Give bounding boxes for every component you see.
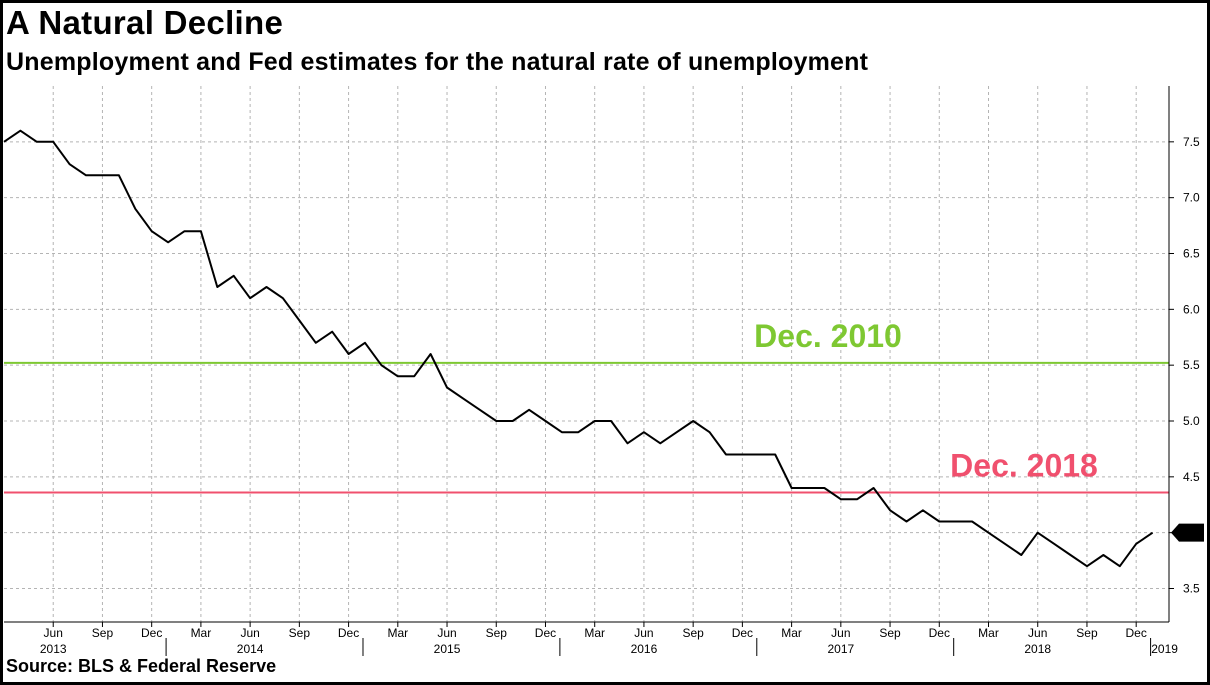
x-tick-label: Mar — [781, 626, 802, 640]
reference-line-label: Dec. 2010 — [754, 318, 902, 354]
x-year-label: 2016 — [631, 642, 658, 656]
reference-lines: Dec. 2010 Dec. 2018 — [4, 318, 1169, 494]
unemployment-line — [3, 129, 1154, 568]
series-layer — [3, 129, 1154, 568]
x-tick-label: Jun — [831, 626, 850, 640]
x-tick-label: Jun — [44, 626, 63, 640]
y-tick-label: 4.5 — [1183, 470, 1200, 484]
x-axis: Jun Sep Dec Mar Jun Sep Dec Mar Jun Sep Dec Mar Jun S… — [4, 621, 1178, 656]
x-tick-label: Dec — [929, 626, 950, 640]
x-year-label: 2019 — [1151, 642, 1178, 656]
y-tick-label: 7.0 — [1183, 191, 1200, 205]
x-tick-label: Mar — [978, 626, 999, 640]
x-year-label: 2014 — [237, 642, 264, 656]
last-value-badge — [1171, 523, 1204, 542]
y-axis: 3.54.04.55.05.56.06.57.07.54.0 — [1168, 86, 1204, 622]
x-tick-label: Sep — [486, 626, 508, 640]
x-tick-label: Dec — [535, 626, 556, 640]
source-note: Source: BLS & Federal Reserve — [6, 656, 277, 676]
x-tick-label: Dec — [141, 626, 162, 640]
x-year-label: 2018 — [1024, 642, 1051, 656]
x-tick-label: Jun — [437, 626, 456, 640]
x-tick-label: Mar — [584, 626, 605, 640]
x-tick-label: Dec — [1126, 626, 1147, 640]
x-year-label: 2015 — [434, 642, 461, 656]
y-tick-label: 7.5 — [1183, 135, 1200, 149]
x-tick-label: Sep — [92, 626, 114, 640]
x-tick-label: Mar — [191, 626, 212, 640]
x-tick-label: Jun — [1028, 626, 1047, 640]
x-tick-label: Mar — [387, 626, 408, 640]
y-tick-label: 6.0 — [1183, 302, 1200, 316]
x-tick-label: Dec — [338, 626, 359, 640]
x-tick-label: Sep — [682, 626, 704, 640]
x-tick-label: Dec — [732, 626, 753, 640]
last-value-label: 4.0 — [1184, 526, 1201, 540]
grid — [4, 86, 1169, 622]
y-tick-label: 5.5 — [1183, 358, 1200, 372]
x-year-label: 2017 — [827, 642, 854, 656]
chart-subtitle: Unemployment and Fed estimates for the n… — [6, 48, 869, 76]
y-tick-label: 6.5 — [1183, 247, 1200, 261]
y-tick-label: 5.0 — [1183, 414, 1200, 428]
x-year-label: 2013 — [40, 642, 67, 656]
chart-title: A Natural Decline — [6, 4, 284, 41]
y-tick-label: 3.5 — [1183, 582, 1200, 596]
x-tick-label: Sep — [289, 626, 311, 640]
reference-line-label: Dec. 2018 — [950, 447, 1098, 483]
x-tick-label: Jun — [240, 626, 259, 640]
x-tick-label: Sep — [1076, 626, 1098, 640]
x-tick-label: Sep — [879, 626, 901, 640]
x-tick-label: Jun — [634, 626, 653, 640]
